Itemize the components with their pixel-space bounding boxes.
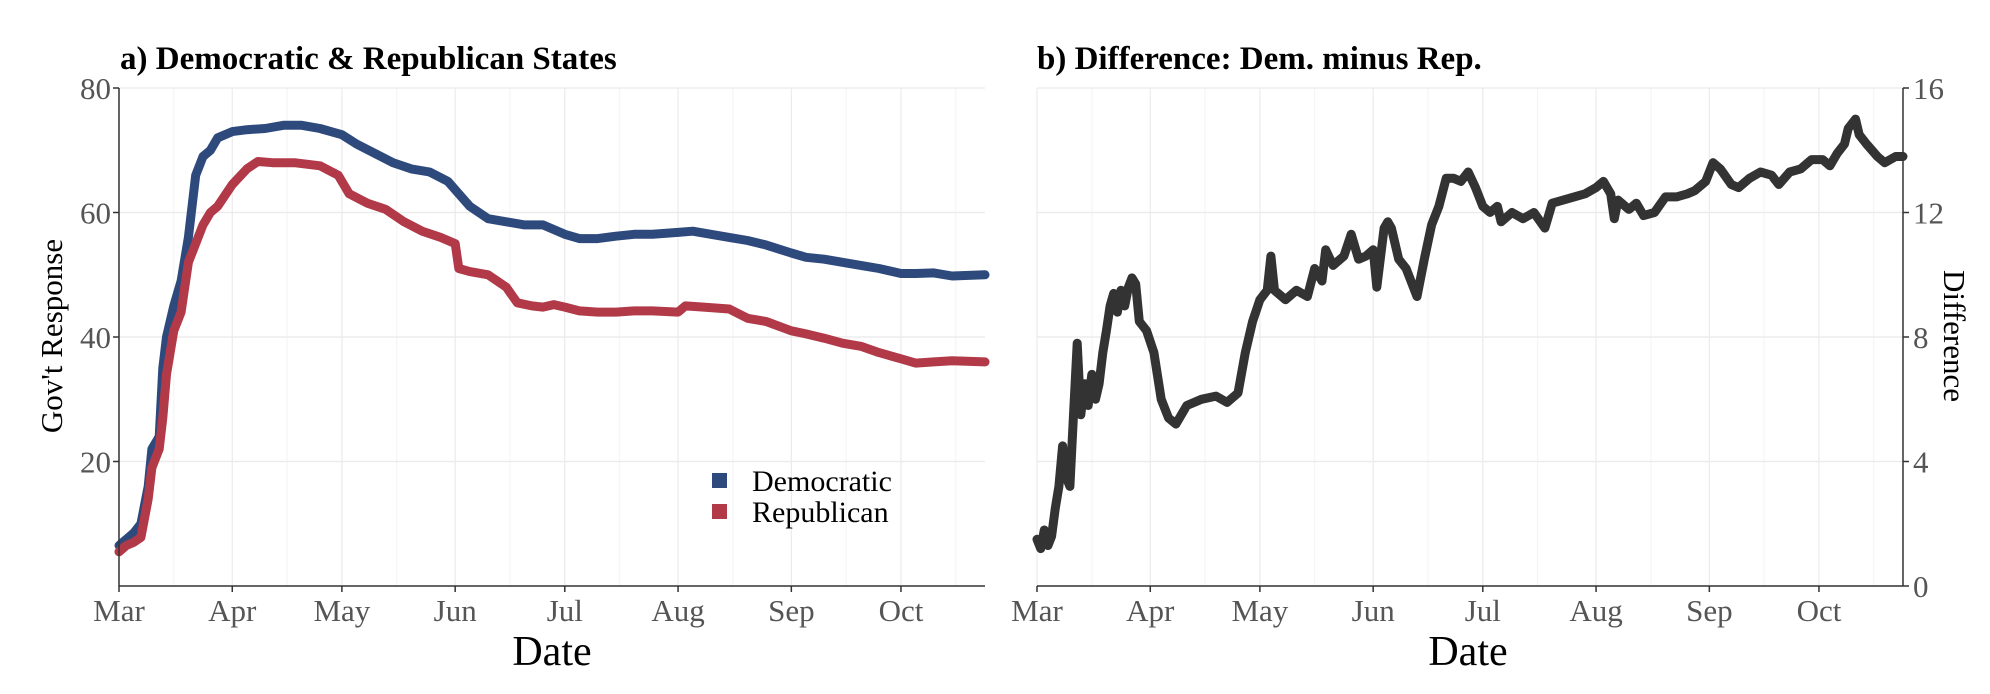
legend-swatch-republican	[712, 504, 727, 519]
series-line-democratic	[114, 120, 990, 550]
x-tick-label: Sep	[768, 593, 815, 628]
panel-a-y-ticks: 20 40 60 80	[80, 71, 119, 480]
x-tick-label: Aug	[1569, 593, 1622, 628]
x-tick-label: Apr	[1126, 593, 1175, 628]
x-tick-label: May	[313, 593, 370, 628]
panel-a-y-axis-title: Gov't Response	[34, 239, 69, 433]
x-tick-label: Oct	[879, 593, 924, 628]
y-tick-label: 12	[1913, 196, 1944, 231]
y-tick-label: 20	[80, 445, 111, 480]
x-tick-label: Mar	[1011, 593, 1063, 628]
x-tick-label: Aug	[651, 593, 704, 628]
y-tick-label: 40	[80, 320, 111, 355]
series-line-difference	[1032, 114, 1908, 554]
panel-b-series	[1032, 114, 1908, 554]
x-tick-label: Sep	[1686, 593, 1733, 628]
legend-label-republican: Republican	[752, 496, 889, 529]
panel-b-x-axis-title: Date	[1428, 629, 1507, 675]
panel-a: a) Democratic & Republican States 20 40 60…	[34, 41, 990, 675]
panel-b: b) Difference: Dem. minus Rep. 0 4 8 12 16 M…	[1011, 41, 1972, 675]
legend-swatch-democratic	[712, 473, 727, 488]
series-line-republican	[114, 157, 990, 557]
x-tick-label: Jun	[434, 593, 478, 628]
panel-b-grid	[1036, 87, 1903, 587]
x-tick-label: Jul	[547, 593, 583, 628]
y-tick-label: 16	[1913, 71, 1944, 106]
panel-a-title: a) Democratic & Republican States	[120, 41, 617, 77]
panel-a-grid	[118, 87, 985, 586]
panel-b-title: b) Difference: Dem. minus Rep.	[1037, 41, 1482, 77]
panel-a-series	[114, 120, 990, 557]
panel-b-x-ticks: Mar Apr May Jun Jul Aug Sep Oct	[1011, 586, 1842, 628]
x-tick-label: Mar	[93, 593, 145, 628]
panel-b-y-axis-title: Difference	[1937, 270, 1972, 402]
x-tick-label: May	[1231, 593, 1288, 628]
panel-a-x-ticks: Mar Apr May Jun Jul Aug Sep Oct	[93, 586, 924, 628]
legend: Democratic Republican	[712, 465, 892, 529]
y-tick-label: 80	[80, 71, 111, 106]
y-tick-label: 60	[80, 196, 111, 231]
x-tick-label: Jul	[1465, 593, 1501, 628]
panel-b-y-ticks: 0 4 8 12 16	[1903, 71, 1944, 604]
x-tick-label: Apr	[208, 593, 257, 628]
legend-label-democratic: Democratic	[752, 465, 892, 498]
x-tick-label: Jun	[1352, 593, 1396, 628]
panel-a-x-axis-title: Date	[512, 629, 591, 675]
y-tick-label: 4	[1913, 445, 1929, 480]
y-tick-label: 8	[1913, 320, 1929, 355]
x-tick-label: Oct	[1797, 593, 1842, 628]
y-tick-label: 0	[1913, 569, 1929, 604]
